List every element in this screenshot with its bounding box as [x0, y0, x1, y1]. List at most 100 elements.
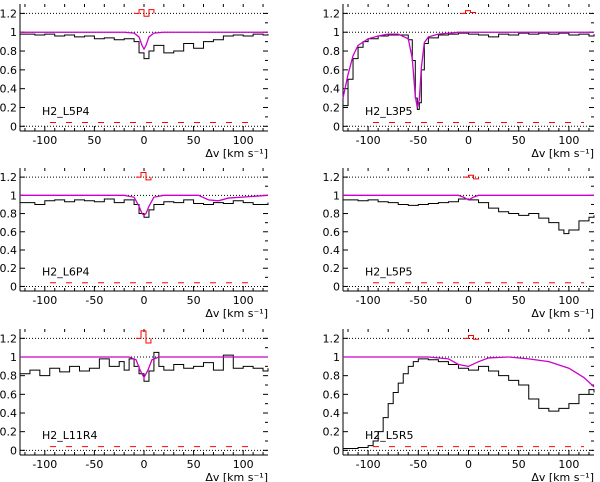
y-tick-label: 0.2 — [323, 101, 341, 114]
residual-series — [460, 10, 477, 14]
model-series — [20, 31, 268, 51]
y-tick-label: 0.8 — [323, 208, 341, 221]
y-tick-label: 1 — [10, 351, 17, 364]
x-tick-label: 100 — [558, 458, 579, 471]
y-tick-label: 0.8 — [323, 45, 341, 58]
y-tick-label: 1 — [333, 189, 340, 202]
x-axis-label: Δv [km s⁻¹] — [531, 307, 594, 320]
x-tick-label: 100 — [558, 294, 579, 307]
x-tick-label: 0 — [465, 294, 472, 307]
y-tick-label: 0 — [333, 280, 340, 293]
y-tick-label: 0 — [333, 444, 340, 457]
y-tick-label: 0.4 — [323, 407, 341, 420]
x-tick-label: -50 — [85, 294, 103, 307]
residual-series — [134, 9, 155, 17]
x-axis-label: Δv [km s⁻¹] — [205, 471, 268, 482]
y-tick-label: 1 — [333, 351, 340, 364]
observed-series — [20, 198, 269, 218]
y-tick-label: 0.2 — [0, 262, 17, 275]
y-tick-label: 1.2 — [323, 7, 341, 20]
observed-series — [343, 198, 595, 235]
y-tick-label: 0.8 — [0, 370, 17, 383]
x-tick-label: 100 — [233, 134, 254, 147]
y-tick-label: 0.4 — [323, 83, 341, 96]
x-tick-label: 0 — [141, 294, 148, 307]
y-tick-label: 1.2 — [323, 171, 341, 184]
residual-series — [136, 172, 152, 181]
panel-label: H2_L5P5 — [365, 266, 413, 279]
y-tick-label: 0.6 — [0, 226, 17, 239]
x-tick-label: 50 — [512, 134, 526, 147]
x-tick-label: -100 — [356, 294, 381, 307]
x-axis-label: Δv [km s⁻¹] — [531, 471, 594, 482]
x-axis-label: Δv [km s⁻¹] — [205, 147, 268, 160]
x-tick-label: -100 — [356, 134, 381, 147]
y-tick-label: 0 — [10, 120, 17, 133]
x-axis-label: Δv [km s⁻¹] — [531, 147, 594, 160]
model-series — [20, 194, 269, 217]
y-tick-label: 0 — [10, 280, 17, 293]
x-tick-label: 0 — [465, 134, 472, 147]
y-tick-label: 0.8 — [0, 208, 17, 221]
y-tick-label: 0.6 — [323, 388, 341, 401]
y-tick-label: 1 — [10, 189, 17, 202]
x-tick-label: -50 — [409, 134, 427, 147]
x-tick-label: 100 — [558, 134, 579, 147]
y-tick-label: 0.2 — [0, 426, 17, 439]
y-tick-label: 0 — [10, 444, 17, 457]
x-tick-label: -50 — [85, 458, 103, 471]
residual-series — [463, 174, 480, 180]
x-tick-label: -100 — [356, 458, 381, 471]
y-tick-label: 0.4 — [0, 407, 17, 420]
x-tick-label: 100 — [233, 294, 254, 307]
x-tick-label: -100 — [32, 134, 57, 147]
x-tick-label: 50 — [512, 458, 526, 471]
x-axis-label: Δv [km s⁻¹] — [205, 307, 268, 320]
y-tick-label: 1.2 — [0, 171, 17, 184]
y-tick-label: 0.6 — [323, 64, 341, 77]
model-series — [343, 194, 594, 201]
model-series — [343, 356, 595, 388]
y-tick-label: 0.8 — [323, 370, 341, 383]
model-series — [20, 356, 268, 379]
panel-label: H2_L3P5 — [365, 105, 413, 118]
y-tick-label: 0.4 — [0, 83, 17, 96]
y-tick-label: 0.2 — [323, 426, 341, 439]
panel-label: H2_L5P4 — [42, 105, 90, 118]
x-tick-label: 50 — [187, 294, 201, 307]
residual-series — [463, 335, 480, 340]
panel-label: H2_L11R4 — [42, 429, 98, 442]
x-tick-label: -50 — [409, 294, 427, 307]
y-tick-label: 0.2 — [0, 101, 17, 114]
y-tick-label: 1.2 — [0, 7, 17, 20]
x-tick-label: -100 — [32, 294, 57, 307]
panel-label: H2_L6P4 — [42, 266, 90, 279]
x-tick-label: 50 — [87, 134, 101, 147]
observed-series — [20, 351, 269, 382]
y-tick-label: 0.6 — [323, 226, 341, 239]
y-tick-label: 1.2 — [0, 332, 17, 345]
panel-label: H2_L5R5 — [365, 429, 414, 442]
y-tick-label: 0.4 — [323, 244, 341, 257]
x-tick-label: -100 — [32, 458, 57, 471]
x-tick-label: 0 — [141, 134, 148, 147]
y-tick-label: 1 — [10, 26, 17, 39]
x-tick-label: 100 — [233, 458, 254, 471]
residual-series — [136, 330, 152, 344]
y-tick-label: 0.2 — [323, 262, 341, 275]
observed-series — [343, 32, 595, 110]
observed-series — [20, 33, 269, 60]
x-tick-label: -50 — [409, 458, 427, 471]
x-tick-label: 50 — [187, 134, 201, 147]
observed-series — [343, 358, 595, 449]
y-tick-label: 0.8 — [0, 45, 17, 58]
y-tick-label: 0.4 — [0, 244, 17, 257]
y-tick-label: 1.2 — [323, 332, 341, 345]
